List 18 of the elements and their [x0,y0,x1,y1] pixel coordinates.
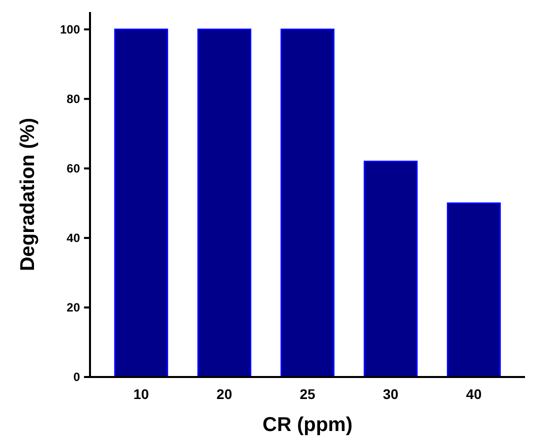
y-tick-label: 20 [66,300,80,315]
x-tick-label: 25 [300,386,316,402]
x-axis-title: CR (ppm) [262,414,352,436]
x-tick-label: 40 [466,386,482,402]
x-tick-label: 10 [133,386,150,402]
y-tick-label: 100 [60,22,80,37]
y-tick-label: 40 [66,231,80,246]
bar [197,28,252,378]
bar [364,160,418,378]
x-tick-label: 20 [216,386,232,402]
y-tick-label: 0 [73,370,80,384]
bar [280,28,334,378]
y-tick-label: 80 [66,92,80,106]
bar [446,202,501,378]
y-tick-label: 60 [66,162,80,176]
x-tick-label: 30 [382,386,399,402]
y-axis-title: Degradation (%) [17,118,39,272]
bar [114,28,168,378]
